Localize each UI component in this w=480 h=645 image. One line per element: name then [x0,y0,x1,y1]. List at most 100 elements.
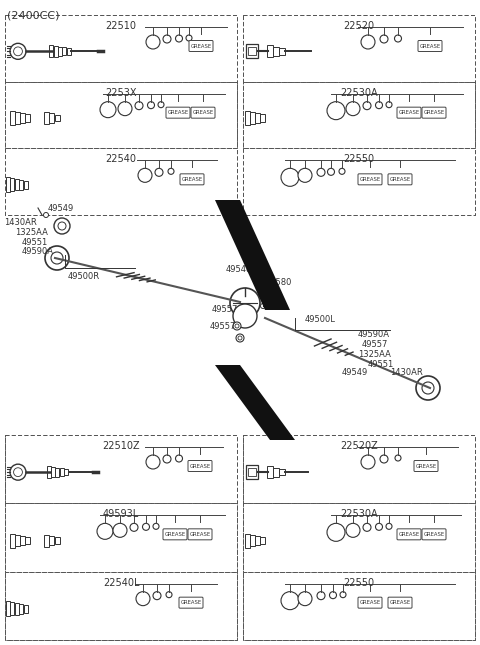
Text: 22510: 22510 [106,21,136,31]
FancyBboxPatch shape [246,465,258,479]
Bar [250,112,254,124]
Text: 22520Z: 22520Z [340,441,378,451]
Circle shape [100,102,116,117]
FancyBboxPatch shape [414,461,438,471]
Bar [243,435,475,640]
Circle shape [146,35,160,49]
Bar [20,113,24,123]
Text: 1430AR: 1430AR [4,218,37,227]
Circle shape [138,168,152,183]
Circle shape [10,43,26,59]
Text: (2400CC): (2400CC) [7,10,60,20]
Circle shape [233,304,257,328]
Bar [55,468,60,477]
Circle shape [416,376,440,400]
Bar [245,111,250,125]
Circle shape [163,35,171,43]
Circle shape [146,455,160,469]
FancyBboxPatch shape [166,107,190,118]
Circle shape [422,382,434,394]
Bar [6,177,10,192]
Bar [260,537,264,544]
Bar [5,571,237,640]
Circle shape [363,102,371,110]
Bar [243,571,475,640]
Text: 49593L: 49593L [103,510,139,519]
FancyBboxPatch shape [180,174,204,185]
Circle shape [236,334,244,342]
Circle shape [380,35,388,43]
Circle shape [329,591,336,599]
Bar [267,466,273,478]
Text: 22540L: 22540L [103,578,139,588]
Circle shape [380,455,388,463]
Circle shape [346,102,360,115]
FancyBboxPatch shape [246,45,258,58]
Bar [5,82,237,148]
Bar [273,46,278,56]
Bar [51,467,55,477]
Text: 49551: 49551 [368,360,394,369]
Circle shape [13,468,23,477]
Text: 2253X: 2253X [105,88,137,97]
Bar [245,533,250,548]
Circle shape [238,336,242,340]
Bar [273,468,278,477]
Text: GREASE: GREASE [191,43,212,48]
Bar [49,45,53,57]
Circle shape [153,523,159,530]
Circle shape [118,102,132,115]
Circle shape [386,523,392,530]
Circle shape [10,464,26,480]
Text: GREASE: GREASE [389,177,410,182]
Text: 49557: 49557 [362,340,388,349]
Circle shape [363,523,371,531]
Circle shape [58,222,66,230]
Circle shape [261,304,265,308]
Text: 22510Z: 22510Z [102,441,140,451]
Text: 49500L: 49500L [305,315,336,324]
Circle shape [186,35,192,41]
Circle shape [327,102,345,120]
Text: 49590A: 49590A [22,247,54,256]
Text: 1430AR: 1430AR [390,368,423,377]
Text: GREASE: GREASE [423,110,444,115]
Circle shape [153,591,161,600]
Circle shape [51,252,63,264]
Circle shape [298,168,312,183]
Bar [19,604,23,614]
FancyBboxPatch shape [422,107,446,118]
Bar [44,535,48,546]
Circle shape [361,455,375,469]
Circle shape [317,591,325,600]
Text: 1325AA: 1325AA [15,228,48,237]
Text: GREASE: GREASE [168,110,189,115]
Bar [24,181,28,189]
Bar [47,466,50,478]
FancyBboxPatch shape [188,529,212,540]
FancyBboxPatch shape [248,47,256,55]
Bar [260,114,264,122]
Bar [5,503,237,571]
Bar [11,178,14,192]
Bar [5,435,237,640]
Bar [243,15,475,215]
Bar [6,601,10,617]
FancyBboxPatch shape [397,529,421,540]
Text: 49580: 49580 [266,278,292,287]
Bar [5,435,237,503]
Bar [279,48,285,55]
Circle shape [163,455,171,463]
FancyBboxPatch shape [188,461,212,471]
Text: 49500R: 49500R [68,272,100,281]
Circle shape [281,168,299,186]
Circle shape [375,523,383,530]
Circle shape [136,591,150,606]
Circle shape [233,322,241,330]
Text: 49590A: 49590A [358,330,390,339]
Circle shape [166,591,172,598]
FancyBboxPatch shape [163,529,187,540]
FancyBboxPatch shape [418,41,442,52]
Text: GREASE: GREASE [398,110,420,115]
Circle shape [176,455,182,462]
